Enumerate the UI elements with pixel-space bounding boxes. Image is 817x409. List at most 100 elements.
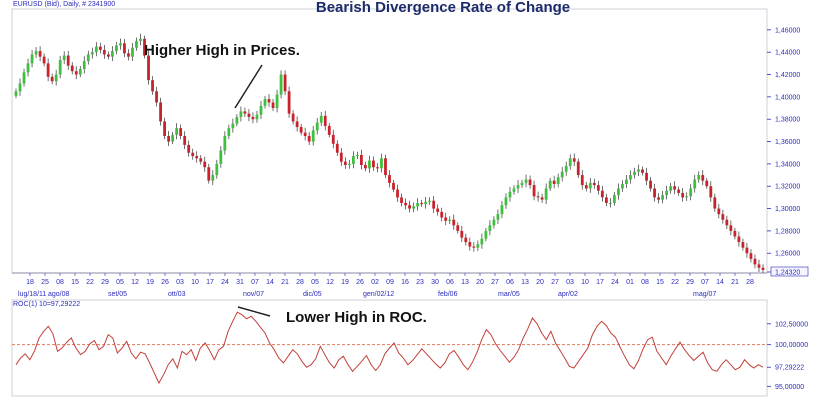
price-candle xyxy=(42,53,46,67)
price-candle xyxy=(135,37,138,51)
price-candle xyxy=(404,198,407,210)
price-candle xyxy=(721,209,725,224)
x-month-label: set/05 xyxy=(108,291,127,298)
price-candle xyxy=(717,203,721,219)
price-candle xyxy=(588,178,592,193)
price-candle xyxy=(629,170,632,184)
price-candle xyxy=(155,86,158,107)
price-candle xyxy=(291,110,295,125)
price-candle xyxy=(58,55,62,79)
price-candle xyxy=(496,209,500,224)
price-candle xyxy=(472,241,476,252)
last-price-marker xyxy=(770,266,809,277)
x-month-label: mag/07 xyxy=(693,291,716,298)
price-candle xyxy=(364,161,367,172)
price-candle xyxy=(247,109,251,122)
price-candle xyxy=(540,193,544,203)
roc-header: ROC(1) 10=97,29222 xyxy=(13,301,80,308)
price-candle xyxy=(737,231,741,247)
price-candle xyxy=(448,216,452,224)
price-candles xyxy=(14,33,765,274)
price-candle xyxy=(512,185,516,195)
x-day-label: 09 xyxy=(386,279,394,286)
price-candle xyxy=(592,178,596,189)
price-candle xyxy=(617,183,620,200)
x-day-label: 13 xyxy=(461,279,469,286)
price-candle xyxy=(608,197,612,208)
x-day-label: 19 xyxy=(146,279,154,286)
price-candle xyxy=(420,199,424,207)
x-day-label: 26 xyxy=(161,279,169,286)
price-candle xyxy=(713,193,717,212)
price-y-tick-label: 1,46000 xyxy=(775,27,800,34)
price-candle xyxy=(119,38,122,50)
roc-y-axis: 102,50000 100,00000 97,29222 95,00000 xyxy=(767,321,808,391)
x-day-label: 08 xyxy=(641,279,649,286)
price-candle xyxy=(613,192,616,206)
x-day-label: 14 xyxy=(716,279,724,286)
price-candle xyxy=(215,159,219,179)
price-candle xyxy=(259,100,263,120)
price-candle xyxy=(653,183,656,202)
price-candle xyxy=(263,96,267,109)
x-month-label: ott/03 xyxy=(168,291,186,298)
price-y-tick-label: 1,26000 xyxy=(775,251,800,258)
x-day-label: 15 xyxy=(656,279,664,286)
price-candle xyxy=(552,175,556,189)
x-day-label: 29 xyxy=(686,279,694,286)
price-candle xyxy=(424,196,428,209)
price-candle xyxy=(110,46,114,62)
x-day-label: 14 xyxy=(266,279,274,286)
price-candle xyxy=(175,123,179,140)
x-month-label: apr/02 xyxy=(558,291,578,298)
price-candle xyxy=(444,212,448,226)
price-candle xyxy=(351,151,355,169)
roc-line xyxy=(15,311,764,385)
price-candle xyxy=(697,171,701,183)
price-y-tick-label: 1,42000 xyxy=(775,72,800,79)
price-candle xyxy=(604,193,608,207)
price-candle xyxy=(572,153,576,167)
x-day-label: 28 xyxy=(296,279,304,286)
x-day-label: 10 xyxy=(191,279,199,286)
price-candle xyxy=(227,124,231,140)
price-y-tick-label: 1,30000 xyxy=(775,206,800,213)
price-candle xyxy=(488,220,492,236)
price-candle xyxy=(480,233,484,249)
price-candle xyxy=(757,259,761,272)
price-candle xyxy=(251,112,255,124)
price-candle xyxy=(78,66,82,78)
price-candle xyxy=(677,186,681,196)
x-month-label: feb/06 xyxy=(438,291,458,298)
price-candle xyxy=(396,184,399,202)
price-candle xyxy=(267,94,271,107)
price-candle xyxy=(74,66,78,80)
price-candle xyxy=(544,183,548,205)
price-candle xyxy=(143,35,146,59)
x-day-label: 01 xyxy=(626,279,634,286)
x-day-label: 06 xyxy=(506,279,514,286)
higher-high-trendline xyxy=(234,64,263,109)
price-y-tick-label: 1,28000 xyxy=(775,228,800,235)
x-day-label: 23 xyxy=(416,279,424,286)
x-day-label: 22 xyxy=(86,279,94,286)
price-candle xyxy=(335,140,339,156)
price-candle xyxy=(22,68,26,87)
price-candle xyxy=(30,50,34,68)
price-candle xyxy=(94,42,98,57)
price-candle xyxy=(596,180,600,195)
price-candle xyxy=(464,233,468,246)
price-candle xyxy=(139,33,142,46)
x-day-label: 16 xyxy=(401,279,409,286)
x-day-label: 19 xyxy=(341,279,349,286)
x-day-label: 21 xyxy=(281,279,289,286)
price-candle xyxy=(440,207,444,222)
x-day-label: 22 xyxy=(671,279,679,286)
price-candle xyxy=(295,116,299,132)
price-y-tick-label: 1,40000 xyxy=(775,94,800,101)
price-candle xyxy=(484,227,488,242)
price-candle xyxy=(532,180,536,201)
price-candle xyxy=(323,110,327,131)
price-candle xyxy=(408,200,411,213)
price-candle xyxy=(460,225,464,243)
